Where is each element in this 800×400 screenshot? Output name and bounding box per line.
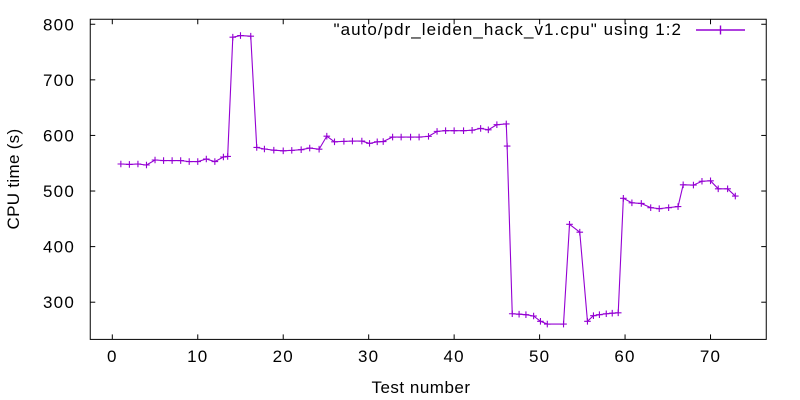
svg-text:CPU time (s): CPU time (s) — [4, 129, 23, 230]
svg-text:40: 40 — [443, 347, 464, 366]
svg-text:10: 10 — [187, 347, 208, 366]
svg-text:600: 600 — [43, 126, 75, 145]
svg-text:500: 500 — [43, 182, 75, 201]
svg-text:300: 300 — [43, 293, 75, 312]
svg-text:30: 30 — [358, 347, 379, 366]
svg-text:800: 800 — [43, 15, 75, 34]
svg-text:50: 50 — [529, 347, 550, 366]
svg-text:Test number: Test number — [371, 378, 470, 397]
svg-text:70: 70 — [700, 347, 721, 366]
svg-text:60: 60 — [614, 347, 635, 366]
svg-text:700: 700 — [43, 71, 75, 90]
svg-text:0: 0 — [107, 347, 118, 366]
svg-text:"auto/pdr_leiden_hack_v1.cpu": "auto/pdr_leiden_hack_v1.cpu" using 1:2 — [334, 20, 682, 39]
svg-text:400: 400 — [43, 238, 75, 257]
svg-text:20: 20 — [273, 347, 294, 366]
